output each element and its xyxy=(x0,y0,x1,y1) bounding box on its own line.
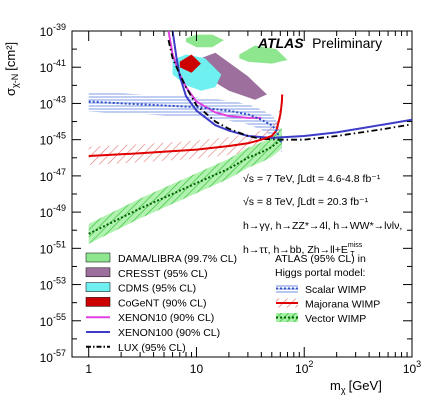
legend-label: CoGeNT (90% CL) xyxy=(118,297,207,309)
y-label-main: σ xyxy=(3,88,18,96)
legend-label: CRESST (95% CL) xyxy=(118,268,208,280)
legend-item-xenon10-90-cl: XENON10 (90% CL) xyxy=(86,312,214,324)
legend-label: DAMA/LIBRA (99.7% CL) xyxy=(118,253,237,265)
legend-item-xenon100-90-cl: XENON100 (90% CL) xyxy=(86,327,220,339)
vector-wimp-band xyxy=(88,127,282,244)
legend-label: Scalar WIMP xyxy=(305,284,366,296)
annotation-line2: √s = 8 TeV, ∫Ldt = 20.3 fb⁻¹ xyxy=(243,196,369,208)
x-label-unit: [GeV] xyxy=(349,378,382,393)
legend-swatch xyxy=(85,267,111,278)
y-label-unit: [cm²] xyxy=(3,42,18,71)
annotation-line4: h→ττ, h→bb, Zh→ll+Emiss T xyxy=(243,242,363,258)
legend-item-cogent-90-cl: CoGeNT (90% CL) xyxy=(85,297,207,309)
x-tick-label: 1 xyxy=(85,362,92,376)
xenon100-90-cl-line xyxy=(171,31,412,139)
legend-left: DAMA/LIBRA (99.7% CL) CRESST (95% CL) CDMS… xyxy=(85,252,237,354)
legend-right-title1: ATLAS (95% CL) in xyxy=(275,253,366,265)
y-tick-label: 10-51 xyxy=(40,239,66,256)
cogent-90-cl-region xyxy=(179,54,201,73)
y-tick-labels: 10-39 10-41 10-43 10-45 10-47 10-49 10-51 10-53… xyxy=(40,22,66,365)
legend-item-dama-libra-99-7-cl: DAMA/LIBRA (99.7% CL) xyxy=(85,252,237,265)
dama-libra-99-7-cl-region xyxy=(186,34,224,48)
legend-right-title2: Higgs portal model: xyxy=(275,267,365,279)
x-tick-labels: 1 10 102 103 xyxy=(85,359,421,376)
legend-right: ATLAS (95% CL) in Higgs portal model: Sc… xyxy=(275,253,380,325)
y-tick-label: 10-49 xyxy=(40,203,66,220)
y-tick-label: 10-41 xyxy=(40,58,66,75)
title-atlas: ATLAS xyxy=(257,35,304,51)
legend-label: XENON10 (90% CL) xyxy=(118,312,214,324)
legend-label: Majorana WIMP xyxy=(305,299,380,311)
x-axis-label: mχ [GeV] xyxy=(330,378,382,395)
lux-95-cl-line xyxy=(167,39,412,141)
legend-swatch xyxy=(85,297,111,307)
legend-item-vector-wimp: Vector WIMP xyxy=(276,313,366,325)
y-tick-label: 10-39 xyxy=(40,22,66,39)
x-tick-label: 103 xyxy=(403,359,421,376)
y-tick-label: 10-55 xyxy=(40,312,66,329)
annotation-line4-main: h→ττ, h→bb, Zh→ll+E xyxy=(243,244,348,256)
y-tick-label: 10-43 xyxy=(40,94,66,111)
region-layer xyxy=(172,34,288,100)
y-axis-label: σχ-N [cm²] xyxy=(3,42,20,96)
legend-label: CDMS (95% CL) xyxy=(118,283,196,295)
legend-swatch-band xyxy=(276,284,298,293)
legend-item-majorana-wimp: Majorana WIMP xyxy=(276,298,380,311)
annotation-line1: √s = 7 TeV, ∫Ldt = 4.6-4.8 fb⁻¹ xyxy=(243,173,381,185)
y-tick-label: 10-45 xyxy=(40,131,66,148)
legend-item-cresst-95-cl: CRESST (95% CL) xyxy=(85,267,208,280)
dama-libra-99-7-cl-region xyxy=(239,45,288,64)
xenon10-90-cl-line xyxy=(167,31,262,119)
x-label-main: m xyxy=(330,378,341,393)
x-label-sub: χ xyxy=(341,385,346,395)
legend-swatch xyxy=(85,252,111,263)
y-tick-label: 10-57 xyxy=(40,348,66,365)
legend-item-scalar-wimp: Scalar WIMP xyxy=(276,284,366,296)
legend-label: XENON100 (90% CL) xyxy=(118,327,220,339)
y-tick-label: 10-47 xyxy=(40,167,66,184)
x-tick-label: 102 xyxy=(295,359,313,376)
annotation-line3: h→γγ, h→ZZ*→4l, h→WW*→lνlν, xyxy=(243,220,402,232)
legend-label: Vector WIMP xyxy=(305,313,366,325)
legend-swatch xyxy=(85,282,111,292)
annotation-line4-sub: T xyxy=(350,251,355,258)
majorana-wimp-line xyxy=(88,94,284,157)
legend-swatch-band xyxy=(276,313,298,322)
title-preliminary: Preliminary xyxy=(312,35,382,51)
scalar-wimp-band xyxy=(88,91,282,154)
tick-layer xyxy=(72,30,413,358)
line-layer xyxy=(88,31,412,235)
legend-label: LUX (95% CL) xyxy=(118,342,186,354)
legend-item-lux-95-cl: LUX (95% CL) xyxy=(86,342,186,354)
legend-item-cdms-95-cl: CDMS (95% CL) xyxy=(85,282,196,295)
vector-wimp-line xyxy=(88,137,283,235)
scalar-wimp-line xyxy=(88,100,283,144)
annotation-line4-sup: miss xyxy=(348,242,363,249)
y-label-sub: χ-N xyxy=(10,74,20,88)
x-tick-label: 10 xyxy=(190,362,204,376)
chart-title: ATLAS Preliminary xyxy=(257,35,382,52)
y-tick-label: 10-53 xyxy=(40,276,66,293)
